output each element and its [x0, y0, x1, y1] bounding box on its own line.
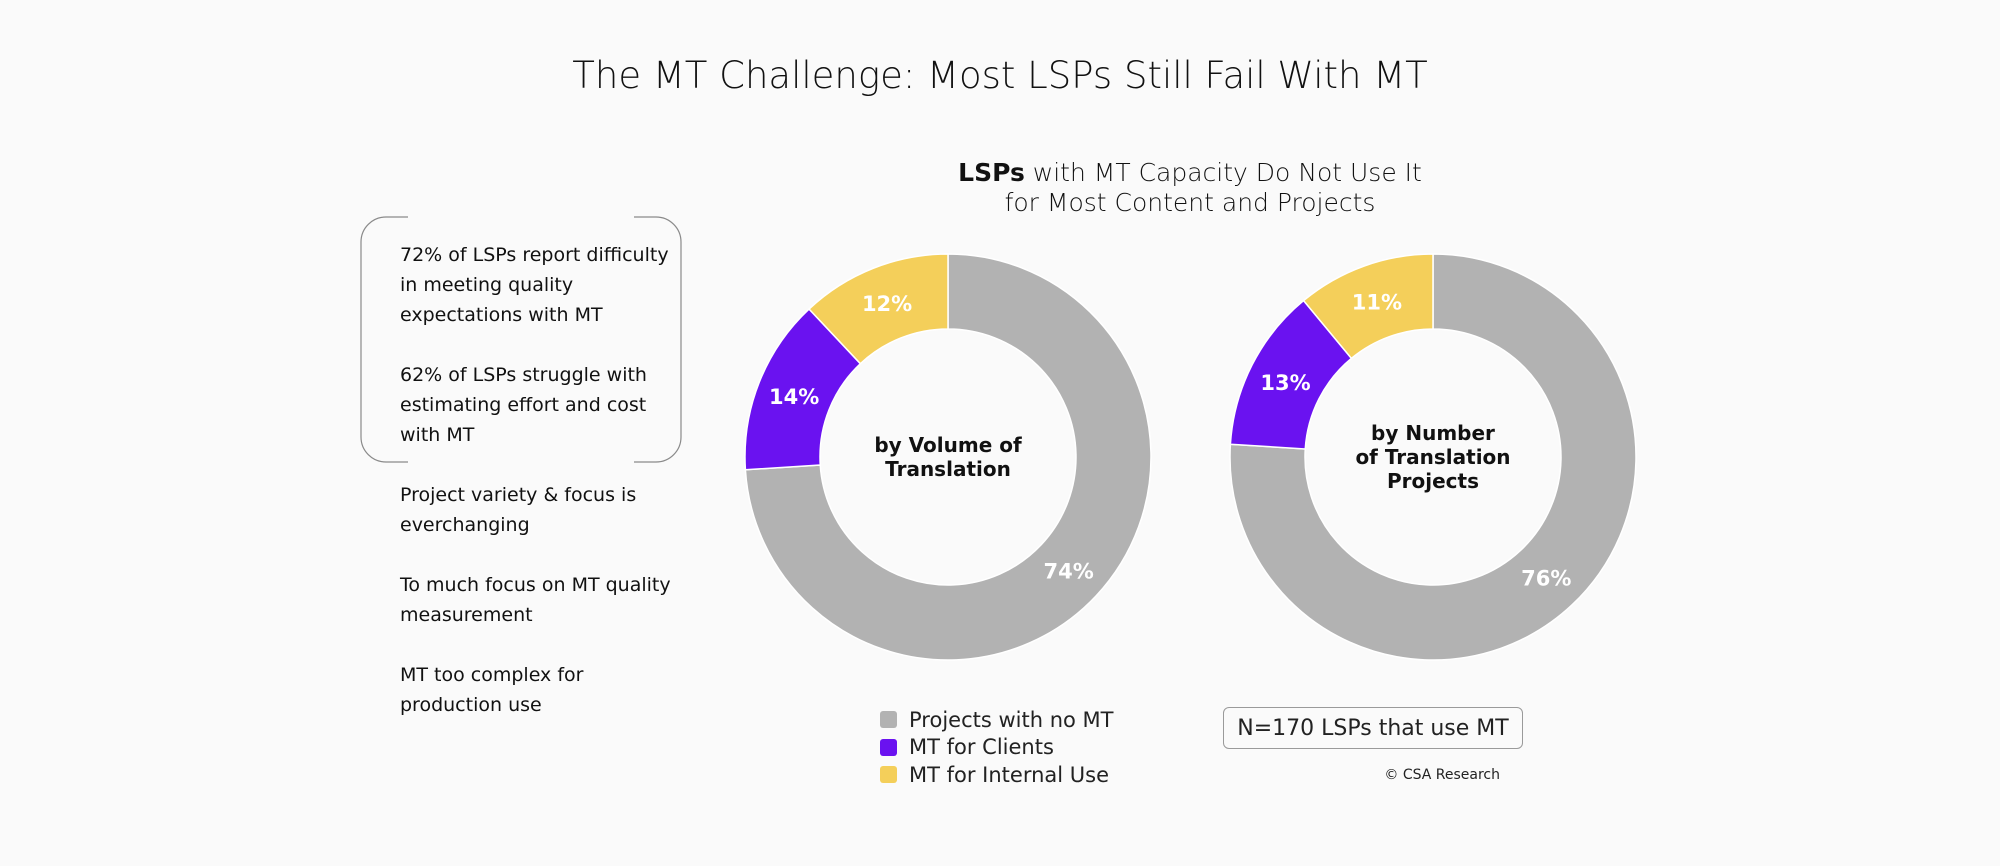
- note-item: 62% of LSPs struggle with estimating eff…: [400, 364, 647, 446]
- legend-swatch: [880, 738, 897, 756]
- notes-list: 72% of LSPs report difficulty in meeting…: [400, 240, 690, 750]
- donut-1-center-label: by Volume of Translation: [874, 433, 1022, 481]
- note-item: To much focus on MT quality measurement: [400, 574, 671, 626]
- notes-bracket-frame: [360, 216, 682, 463]
- subtitle-line2: for Most Content and Projects: [1004, 188, 1376, 217]
- donut-2-label-clients: 13%: [1260, 371, 1310, 395]
- donut-1-label-no-mt: 74%: [1044, 559, 1094, 583]
- donut-2-slice-no-mt: [1229, 253, 1637, 661]
- legend-swatch: [880, 711, 897, 729]
- legend: Projects with no MT MT for Clients MT fo…: [880, 706, 1113, 789]
- subtitle-line1: with MT Capacity Do Not Use It: [1024, 158, 1422, 187]
- donut-1-slice-internal: [807, 253, 949, 365]
- note-item: MT too complex for production use: [400, 664, 584, 716]
- note-item: Project variety & focus is everchanging: [400, 484, 637, 536]
- legend-item-internal: MT for Internal Use: [880, 761, 1113, 789]
- legend-item-clients: MT for Clients: [880, 734, 1113, 762]
- note-item: 72% of LSPs report difficulty in meeting…: [400, 244, 669, 326]
- donut-1-label-clients: 14%: [769, 385, 819, 409]
- credit: © CSA Research: [1384, 767, 1500, 783]
- legend-label: MT for Clients: [909, 735, 1054, 760]
- legend-item-no-mt: Projects with no MT: [880, 706, 1113, 734]
- donut-2-label-internal: 11%: [1352, 290, 1402, 314]
- donut-2-label-no-mt: 76%: [1521, 567, 1571, 591]
- donut-2-slice-internal: [1302, 253, 1434, 360]
- legend-swatch: [880, 766, 897, 784]
- legend-label: MT for Internal Use: [909, 762, 1110, 787]
- donut-1-label-internal: 12%: [862, 292, 912, 316]
- donut-1-slice-no-mt: [744, 253, 1152, 661]
- legend-label: Projects with no MT: [909, 707, 1114, 732]
- donut-2-center-label: by Number of Translation Projects: [1355, 421, 1510, 493]
- sample-size-box: N=170 LSPs that use MT: [1223, 707, 1523, 749]
- subtitle-bold: LSPs: [958, 158, 1025, 187]
- chart-title: The MT Challenge: Most LSPs Still Fail W…: [572, 54, 1428, 97]
- chart-subtitle: LSPs with MT Capacity Do Not Use It for …: [900, 158, 1480, 218]
